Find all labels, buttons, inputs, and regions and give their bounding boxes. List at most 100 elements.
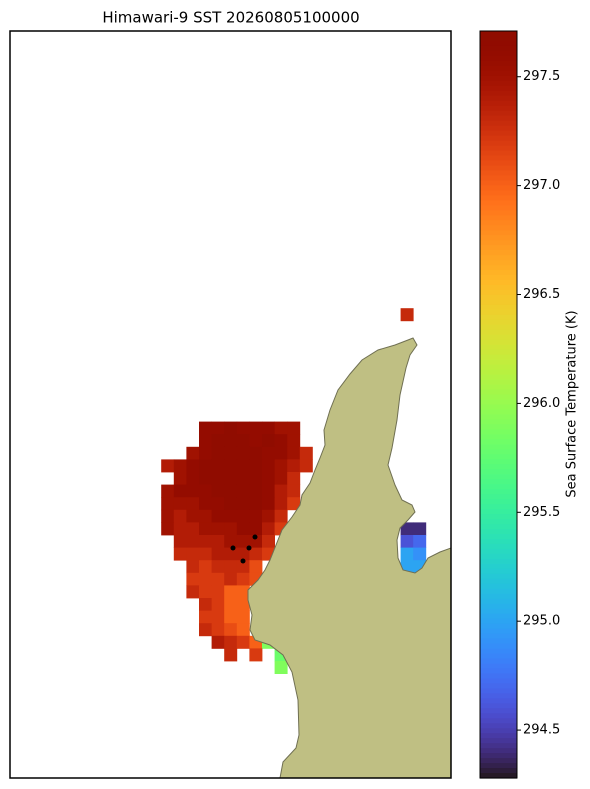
sst-cell	[287, 472, 301, 485]
colorbar-swatch	[480, 309, 517, 316]
colorbar-swatch	[480, 718, 517, 724]
sst-cell	[249, 648, 263, 662]
sst-cell	[224, 446, 238, 460]
sst-cell	[199, 421, 212, 435]
colorbar-swatch	[480, 200, 517, 206]
sst-cell	[211, 522, 225, 536]
sst-cell	[224, 509, 238, 523]
sst-cell	[199, 547, 212, 561]
sst-cell	[186, 472, 200, 485]
colorbar-swatch	[480, 514, 517, 520]
colorbar-swatch	[480, 748, 517, 754]
sst-cell	[199, 459, 212, 473]
colorbar-swatch	[480, 369, 517, 376]
sst-cell	[236, 585, 250, 599]
chart-title: Himawari-9 SST 20260805100000	[102, 9, 359, 27]
colorbar-swatch	[480, 364, 517, 371]
colorbar-swatch	[480, 533, 517, 540]
sst-cell	[211, 459, 225, 473]
colorbar-swatch	[480, 494, 517, 500]
colorbar-swatch	[480, 743, 517, 749]
sst-cell	[249, 547, 263, 561]
sst-cell	[274, 484, 288, 498]
colorbar-swatch	[480, 389, 517, 396]
sst-cell	[236, 535, 250, 548]
colorbar-swatch	[480, 339, 517, 346]
colorbar-swatch	[480, 250, 517, 256]
colorbar-swatch	[480, 324, 517, 331]
sst-cell	[249, 446, 263, 460]
colorbar-swatch	[480, 140, 517, 147]
sst-cell	[236, 434, 250, 448]
sst-cell	[224, 459, 238, 473]
colorbar-swatch	[480, 275, 517, 281]
sst-cell	[211, 635, 225, 649]
sst-cell	[161, 522, 175, 536]
colorbar-swatch	[480, 753, 517, 759]
colorbar-swatch	[480, 593, 517, 600]
sst-cell	[224, 572, 238, 586]
colorbar-swatch	[480, 354, 517, 361]
colorbar-tick-label: 296.5	[523, 287, 560, 302]
colorbar-tick-label: 296.0	[523, 396, 560, 411]
colorbar-swatch	[480, 434, 517, 440]
sst-cell	[400, 535, 414, 548]
colorbar-swatch	[480, 220, 517, 226]
colorbar-swatch	[480, 653, 517, 660]
colorbar-swatch	[480, 40, 517, 47]
colorbar-swatch	[480, 70, 517, 77]
colorbar-swatch	[480, 329, 517, 336]
colorbar-swatch	[480, 80, 517, 87]
colorbar-swatch	[480, 344, 517, 351]
colorbar-swatch	[480, 35, 517, 42]
sst-cell	[199, 522, 212, 536]
sst-cell	[211, 484, 225, 498]
colorbar-swatch	[480, 314, 517, 321]
colorbar-swatch	[480, 623, 517, 630]
sst-cell	[224, 598, 238, 611]
colorbar-swatch	[480, 638, 517, 645]
station-dot	[246, 545, 252, 551]
colorbar-swatch	[480, 31, 517, 37]
sst-cell	[199, 610, 212, 624]
sst-cell	[211, 509, 225, 523]
sst-cell	[249, 535, 263, 548]
colorbar-swatch	[480, 573, 517, 580]
colorbar-swatch	[480, 499, 517, 505]
colorbar-swatch	[480, 404, 517, 411]
colorbar-swatch	[480, 100, 517, 107]
colorbar-swatch	[480, 165, 517, 172]
sst-cell	[287, 497, 301, 511]
sst-cell	[299, 459, 313, 473]
sst-cell	[173, 459, 187, 473]
colorbar-swatch	[480, 90, 517, 97]
colorbar-swatch	[480, 359, 517, 366]
sst-cell	[236, 497, 250, 511]
colorbar-swatch	[480, 698, 517, 704]
colorbar-swatch	[480, 45, 517, 52]
sst-cell	[186, 497, 200, 511]
sst-cell	[173, 484, 187, 498]
colorbar-frame	[479, 30, 518, 779]
sst-cell	[262, 421, 275, 435]
colorbar-swatch	[480, 444, 517, 450]
sst-cell	[224, 547, 238, 561]
sst-cell	[262, 472, 275, 485]
colorbar-swatch	[480, 145, 517, 152]
sst-cell	[186, 572, 200, 586]
sst-cell	[199, 472, 212, 485]
colorbar-swatch	[480, 763, 517, 769]
sst-cell	[249, 509, 263, 523]
sst-cell	[211, 560, 225, 574]
sst-cell	[199, 535, 212, 548]
colorbar-tick-label: 295.5	[523, 505, 560, 520]
colorbar-swatch	[480, 429, 517, 435]
sst-cell	[236, 446, 250, 460]
sst-cell	[400, 522, 414, 536]
sst-cell	[199, 585, 212, 599]
sst-cell	[224, 623, 238, 637]
colorbar-swatch	[480, 474, 517, 480]
colorbar-swatch	[480, 60, 517, 67]
sst-cell	[287, 434, 301, 448]
sst-cell	[287, 484, 301, 498]
